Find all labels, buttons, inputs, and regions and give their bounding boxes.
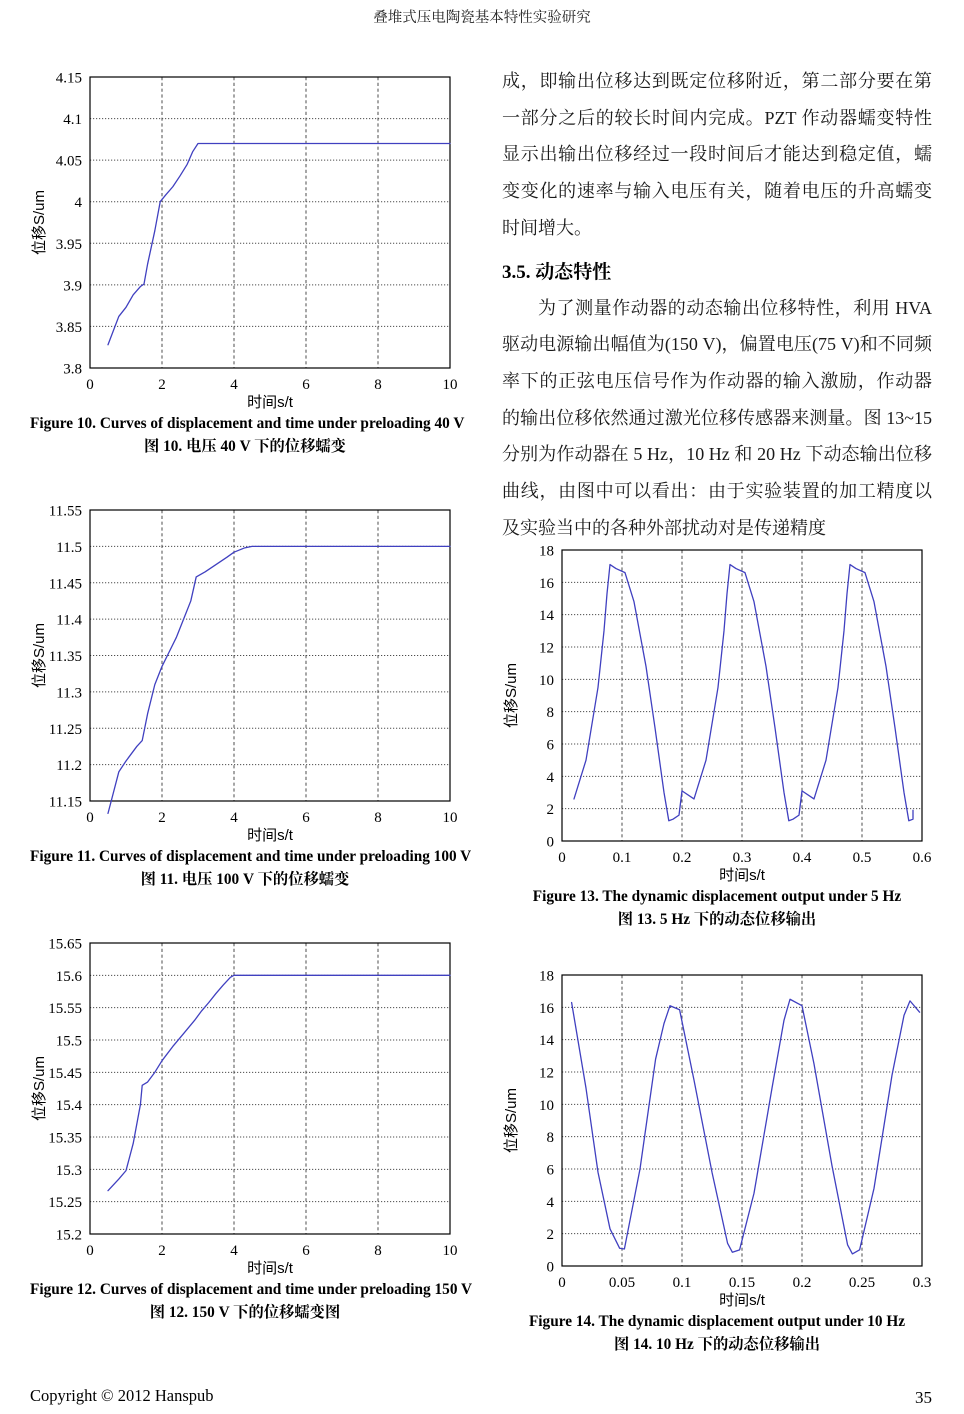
svg-text:4.05: 4.05 xyxy=(56,154,82,170)
svg-text:15.45: 15.45 xyxy=(48,1066,82,1082)
svg-text:15.25: 15.25 xyxy=(48,1195,82,1211)
svg-text:2: 2 xyxy=(547,803,555,819)
svg-text:位移S/um: 位移S/um xyxy=(31,1056,48,1121)
svg-text:时间s/t: 时间s/t xyxy=(247,827,294,843)
svg-text:10: 10 xyxy=(443,377,458,393)
svg-text:6: 6 xyxy=(547,1163,555,1179)
svg-text:14: 14 xyxy=(539,609,555,625)
svg-text:2: 2 xyxy=(158,377,166,393)
svg-text:时间s/t: 时间s/t xyxy=(247,394,294,410)
svg-text:12: 12 xyxy=(539,1066,554,1082)
svg-text:15.6: 15.6 xyxy=(56,969,83,985)
svg-text:0.5: 0.5 xyxy=(853,850,872,866)
svg-text:11.5: 11.5 xyxy=(56,540,82,556)
svg-text:8: 8 xyxy=(547,706,555,722)
svg-text:3.95: 3.95 xyxy=(56,237,82,253)
svg-text:10: 10 xyxy=(443,1243,458,1259)
svg-text:时间s/t: 时间s/t xyxy=(719,1292,766,1308)
svg-text:0: 0 xyxy=(86,1243,94,1259)
svg-text:0.15: 0.15 xyxy=(729,1275,755,1291)
svg-text:2: 2 xyxy=(158,810,166,826)
svg-text:0.05: 0.05 xyxy=(609,1275,635,1291)
svg-text:4: 4 xyxy=(230,377,238,393)
svg-text:0.1: 0.1 xyxy=(673,1275,692,1291)
svg-text:时间s/t: 时间s/t xyxy=(247,1260,294,1276)
svg-text:16: 16 xyxy=(539,1001,555,1017)
svg-text:4: 4 xyxy=(547,770,555,786)
svg-text:0: 0 xyxy=(86,810,94,826)
svg-text:12: 12 xyxy=(539,641,554,657)
svg-text:11.3: 11.3 xyxy=(56,685,82,701)
svg-text:0: 0 xyxy=(558,1275,566,1291)
svg-text:18: 18 xyxy=(539,544,554,560)
svg-text:8: 8 xyxy=(374,1243,382,1259)
svg-text:6: 6 xyxy=(302,377,310,393)
svg-text:15.35: 15.35 xyxy=(48,1131,82,1147)
svg-text:15.55: 15.55 xyxy=(48,1001,82,1017)
svg-text:11.4: 11.4 xyxy=(56,613,82,629)
svg-text:位移S/um: 位移S/um xyxy=(503,663,520,728)
svg-text:15.3: 15.3 xyxy=(56,1163,82,1179)
svg-text:2: 2 xyxy=(158,1243,166,1259)
svg-text:6: 6 xyxy=(547,738,555,754)
svg-text:11.15: 11.15 xyxy=(49,795,82,811)
svg-text:11.35: 11.35 xyxy=(49,649,82,665)
svg-text:4: 4 xyxy=(230,1243,238,1259)
svg-text:0: 0 xyxy=(86,377,94,393)
svg-text:0.4: 0.4 xyxy=(793,850,812,866)
svg-text:6: 6 xyxy=(302,810,310,826)
svg-text:8: 8 xyxy=(374,810,382,826)
svg-text:4: 4 xyxy=(547,1195,555,1211)
svg-text:0: 0 xyxy=(547,835,555,851)
svg-text:2: 2 xyxy=(547,1228,555,1244)
svg-text:15.65: 15.65 xyxy=(48,937,82,953)
svg-text:0: 0 xyxy=(547,1260,555,1276)
svg-text:11.2: 11.2 xyxy=(56,758,82,774)
svg-text:4: 4 xyxy=(230,810,238,826)
svg-text:3.8: 3.8 xyxy=(63,362,82,378)
svg-text:10: 10 xyxy=(539,1098,554,1114)
svg-text:0.2: 0.2 xyxy=(673,850,692,866)
svg-text:14: 14 xyxy=(539,1034,555,1050)
svg-text:0.1: 0.1 xyxy=(613,850,632,866)
svg-text:15.2: 15.2 xyxy=(56,1228,82,1244)
svg-text:10: 10 xyxy=(539,673,554,689)
svg-text:3.85: 3.85 xyxy=(56,320,82,336)
svg-text:15.4: 15.4 xyxy=(56,1098,83,1114)
svg-text:10: 10 xyxy=(443,810,458,826)
svg-text:15.5: 15.5 xyxy=(56,1034,82,1050)
svg-text:0.3: 0.3 xyxy=(733,850,752,866)
svg-text:0.25: 0.25 xyxy=(849,1275,875,1291)
svg-text:4.1: 4.1 xyxy=(63,112,82,128)
svg-text:0.6: 0.6 xyxy=(913,850,932,866)
svg-text:18: 18 xyxy=(539,969,554,985)
svg-text:位移S/um: 位移S/um xyxy=(503,1088,520,1153)
svg-text:4: 4 xyxy=(75,195,83,211)
svg-text:4.15: 4.15 xyxy=(56,71,82,87)
svg-text:0.2: 0.2 xyxy=(793,1275,812,1291)
svg-text:位移S/um: 位移S/um xyxy=(31,623,48,688)
svg-text:11.55: 11.55 xyxy=(49,504,82,520)
svg-text:0.3: 0.3 xyxy=(913,1275,932,1291)
svg-text:11.45: 11.45 xyxy=(49,576,82,592)
svg-text:时间s/t: 时间s/t xyxy=(719,867,766,883)
svg-text:16: 16 xyxy=(539,576,555,592)
svg-text:11.25: 11.25 xyxy=(49,722,82,738)
svg-text:8: 8 xyxy=(547,1131,555,1147)
svg-text:0: 0 xyxy=(558,850,566,866)
svg-text:6: 6 xyxy=(302,1243,310,1259)
svg-text:3.9: 3.9 xyxy=(63,278,82,294)
svg-text:位移S/um: 位移S/um xyxy=(31,190,48,255)
svg-text:8: 8 xyxy=(374,377,382,393)
